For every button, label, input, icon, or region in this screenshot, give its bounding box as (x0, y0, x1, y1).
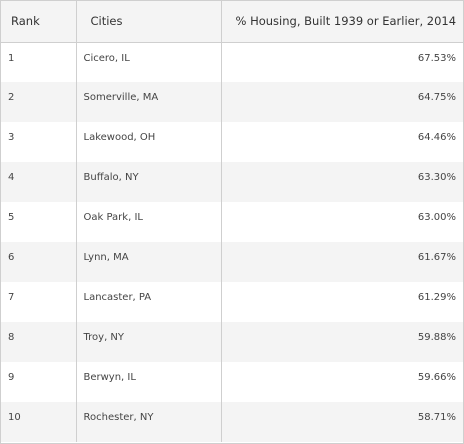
table-row: 8 Troy, NY 59.88% (1, 322, 463, 362)
rank-cell: 3 (1, 122, 77, 162)
header-percent-housing: % Housing, Built 1939 or Earlier, 2014 (235, 14, 457, 29)
percent-cell: 64.75% (417, 92, 456, 103)
table-row: 9 Berwyn, IL 59.66% (1, 362, 463, 402)
city-cell: Rochester, NY (76, 402, 222, 442)
header-rank: Rank (1, 1, 77, 42)
percent-cell: 63.00% (417, 212, 456, 223)
city-cell: Buffalo, NY (76, 162, 222, 202)
table-row: 3 Lakewood, OH 64.46% (1, 122, 463, 162)
rank-cell: 1 (1, 42, 77, 82)
rank-cell: 9 (1, 362, 77, 402)
city-cell: Cicero, IL (76, 42, 222, 82)
city-cell: Troy, NY (76, 322, 222, 362)
city-cell: Berwyn, IL (76, 362, 222, 402)
city-cell: Somerville, MA (76, 82, 222, 122)
percent-cell: 61.67% (417, 252, 456, 263)
percent-cell: 63.30% (417, 172, 456, 183)
table-row: 6 Lynn, MA 61.67% (1, 242, 463, 282)
percent-cell: 61.29% (417, 292, 456, 303)
percent-cell: 59.66% (417, 372, 456, 383)
rank-cell: 6 (1, 242, 77, 282)
header-cities: Cities (76, 1, 222, 42)
rank-cell: 2 (1, 82, 77, 122)
rank-cell: 4 (1, 162, 77, 202)
table-row: 2 Somerville, MA 64.75% (1, 82, 463, 122)
rank-cell: 8 (1, 322, 77, 362)
percent-cell: 59.88% (417, 332, 456, 343)
city-cell: Lynn, MA (76, 242, 222, 282)
rank-cell: 5 (1, 202, 77, 242)
table-header: Rank Cities % Housing, Built 1939 or Ear… (1, 1, 463, 42)
table-row: 7 Lancaster, PA 61.29% (1, 282, 463, 322)
city-cell: Lancaster, PA (76, 282, 222, 322)
header-row: Rank Cities % Housing, Built 1939 or Ear… (1, 1, 463, 42)
city-cell: Oak Park, IL (76, 202, 222, 242)
table-row: 4 Buffalo, NY 63.30% (1, 162, 463, 202)
table-row: 10 Rochester, NY 58.71% (1, 402, 463, 442)
rank-cell: 7 (1, 282, 77, 322)
percent-cell: 67.53% (417, 52, 456, 64)
rank-cell: 10 (1, 402, 77, 442)
table-body: 1 Cicero, IL 67.53% 2 Somerville, MA 64.… (1, 42, 463, 442)
city-cell: Lakewood, OH (76, 122, 222, 162)
percent-cell: 58.71% (417, 412, 456, 423)
percent-cell: 64.46% (417, 132, 456, 143)
table-row: 5 Oak Park, IL 63.00% (1, 202, 463, 242)
table-row: 1 Cicero, IL 67.53% (1, 42, 463, 82)
